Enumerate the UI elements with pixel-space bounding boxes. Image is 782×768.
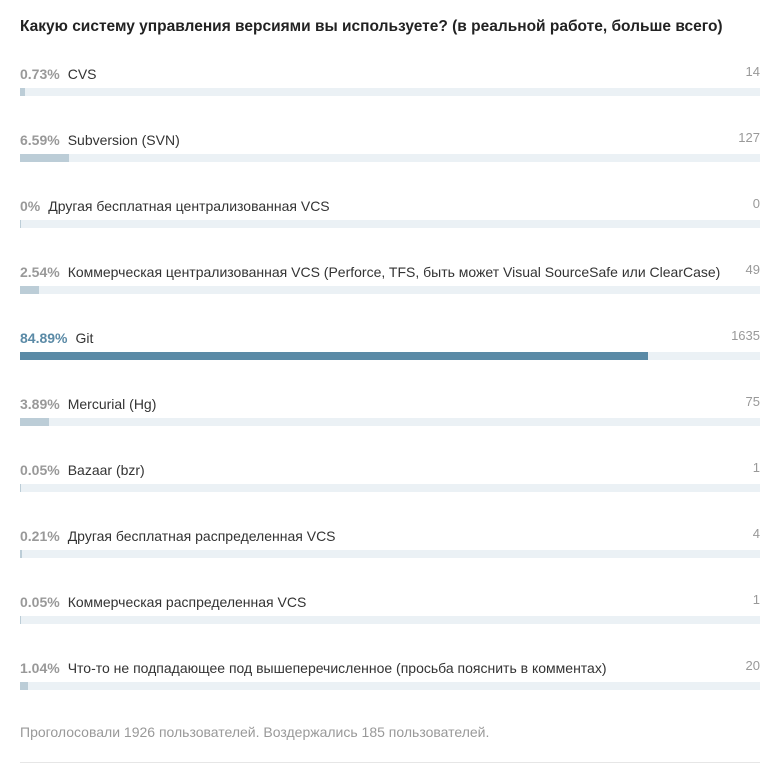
poll-variant-percent: 6.59% xyxy=(20,132,60,148)
poll-variant-text: 84.89% Git xyxy=(20,330,93,346)
poll-variant-label: Mercurial (Hg) xyxy=(67,396,157,412)
poll-variant: 6.59% Subversion (SVN) 127 xyxy=(20,130,760,172)
poll-variant-votes: 49 xyxy=(745,262,760,277)
poll-variant-bar-track xyxy=(20,286,760,294)
poll-variant-percent: 0.05% xyxy=(20,594,60,610)
poll-variant-label: Bazaar (bzr) xyxy=(67,462,145,478)
divider xyxy=(20,762,760,763)
poll-variant-bar-fill xyxy=(20,484,21,492)
poll-variant-percent: 0% xyxy=(20,198,41,214)
poll-variant-text: 0% Другая бесплатная централизованная VCS xyxy=(20,198,330,214)
poll-variant-bar-fill xyxy=(20,682,28,690)
poll-variant-votes: 14 xyxy=(745,64,760,79)
poll-summary: Проголосовали 1926 пользователей. Воздер… xyxy=(20,724,490,740)
poll-variant-label: Subversion (SVN) xyxy=(67,132,180,148)
poll-variant-bar-fill xyxy=(20,88,25,96)
poll-variant-percent: 0.73% xyxy=(20,66,60,82)
poll-title: Какую систему управления версиями вы исп… xyxy=(20,18,723,35)
poll-variant-bar-track xyxy=(20,616,760,624)
poll-variant: 84.89% Git 1635 xyxy=(20,328,760,370)
poll-variant-bar-track xyxy=(20,484,760,492)
poll-variant-votes: 75 xyxy=(745,394,760,409)
poll-variant-label: Git xyxy=(75,330,94,346)
poll-variant: 2.54% Коммерческая централизованная VCS (… xyxy=(20,262,760,304)
poll-variant-text: 3.89% Mercurial (Hg) xyxy=(20,396,156,412)
poll-variant-bar-track xyxy=(20,550,760,558)
poll-variant-label: Другая бесплатная централизованная VCS xyxy=(48,198,330,214)
poll-variant-label: Другая бесплатная распределенная VCS xyxy=(67,528,336,544)
poll-variant-votes: 0 xyxy=(752,196,760,211)
poll-variant-bar-fill xyxy=(20,550,22,558)
poll-variant-bar-fill xyxy=(20,418,49,426)
poll-variant-votes: 4 xyxy=(752,526,760,541)
poll-variant-percent: 3.89% xyxy=(20,396,60,412)
poll-variant-votes: 127 xyxy=(738,130,760,145)
poll-variant: 1.04% Что-то не подпадающее под вышепереч… xyxy=(20,658,760,700)
poll-variant-label: Коммерческая распределенная VCS xyxy=(67,594,307,610)
poll-variant-percent: 2.54% xyxy=(20,264,60,280)
poll-variant: 0.05% Bazaar (bzr) 1 xyxy=(20,460,760,502)
poll-variant-percent: 1.04% xyxy=(20,660,60,676)
poll-variant-percent: 0.05% xyxy=(20,462,60,478)
poll-variant-percent: 0.21% xyxy=(20,528,60,544)
poll-variant-text: 0.73% CVS xyxy=(20,66,97,82)
poll-variant-votes: 20 xyxy=(745,658,760,673)
poll-variant-bar-fill xyxy=(20,154,69,162)
poll-variant-bar-fill xyxy=(20,352,648,360)
poll-variant-bar-track xyxy=(20,352,760,360)
poll-variant-bar-track xyxy=(20,682,760,690)
poll-variant-text: 6.59% Subversion (SVN) xyxy=(20,132,180,148)
poll-variant-bar-track xyxy=(20,154,760,162)
poll-variant-text: 2.54% Коммерческая централизованная VCS (… xyxy=(20,264,720,280)
poll-variant-bar-fill xyxy=(20,220,21,228)
poll-variant: 3.89% Mercurial (Hg) 75 xyxy=(20,394,760,436)
poll-variant-label: Что-то не подпадающее под вышеперечислен… xyxy=(67,660,607,676)
poll-variant-bar-track xyxy=(20,220,760,228)
poll-variant-bar-track xyxy=(20,418,760,426)
poll-variant-text: 1.04% Что-то не подпадающее под вышепереч… xyxy=(20,660,607,676)
poll-variant-votes: 1 xyxy=(752,460,760,475)
poll-variant-bar-track xyxy=(20,88,760,96)
poll-variant-text: 0.05% Коммерческая распределенная VCS xyxy=(20,594,306,610)
poll-variant-votes: 1 xyxy=(752,592,760,607)
poll-variant-text: 0.05% Bazaar (bzr) xyxy=(20,462,145,478)
poll-variant-label: CVS xyxy=(67,66,97,82)
poll-variant-votes: 1635 xyxy=(731,328,760,343)
poll-variant-text: 0.21% Другая бесплатная распределенная VC… xyxy=(20,528,336,544)
poll-variant-bar-fill xyxy=(20,616,21,624)
poll-variant: 0.73% CVS 14 xyxy=(20,64,760,106)
poll-variant-percent: 84.89% xyxy=(20,330,68,346)
poll-variant-bar-fill xyxy=(20,286,39,294)
poll-variant: 0.21% Другая бесплатная распределенная VC… xyxy=(20,526,760,568)
poll-variant-label: Коммерческая централизованная VCS (Perfo… xyxy=(67,264,721,280)
poll-variant: 0% Другая бесплатная централизованная VCS… xyxy=(20,196,760,238)
poll-variant: 0.05% Коммерческая распределенная VCS 1 xyxy=(20,592,760,634)
